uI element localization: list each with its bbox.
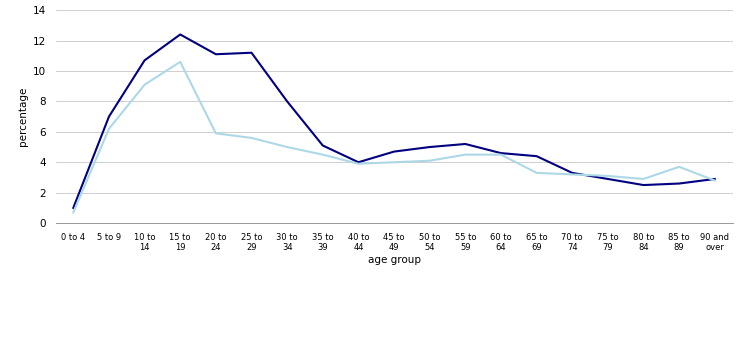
Y-axis label: percentage: percentage [18, 87, 28, 146]
Other languages [176, 60, 185, 64]
English [247, 51, 256, 55]
Other languages [603, 174, 612, 178]
English [389, 149, 398, 153]
Other languages [497, 153, 505, 157]
English [639, 183, 648, 187]
Other languages [354, 162, 363, 166]
English [425, 145, 434, 149]
English [354, 160, 363, 164]
Other languages [318, 153, 327, 157]
English [568, 171, 576, 175]
Other languages [710, 178, 719, 183]
Other languages [461, 153, 470, 157]
Other languages [104, 127, 113, 131]
Other languages [247, 136, 256, 140]
Other languages [639, 177, 648, 181]
Other languages [675, 165, 684, 169]
English [461, 142, 470, 146]
Line: English: English [73, 34, 715, 208]
Other languages [532, 171, 541, 175]
Line: Other languages: Other languages [73, 62, 715, 212]
English [104, 115, 113, 119]
Other languages [212, 131, 221, 135]
English [675, 182, 684, 186]
English [140, 58, 149, 62]
X-axis label: age group: age group [368, 255, 420, 265]
English [532, 154, 541, 158]
English [176, 32, 185, 37]
Other languages [425, 159, 434, 163]
Other languages [69, 210, 78, 214]
Other languages [568, 172, 576, 176]
Other languages [389, 160, 398, 164]
English [318, 143, 327, 147]
English [497, 151, 505, 155]
English [710, 177, 719, 181]
English [603, 177, 612, 181]
English [283, 99, 292, 103]
English [212, 52, 221, 56]
Other languages [140, 82, 149, 87]
English [69, 206, 78, 210]
Other languages [283, 145, 292, 149]
